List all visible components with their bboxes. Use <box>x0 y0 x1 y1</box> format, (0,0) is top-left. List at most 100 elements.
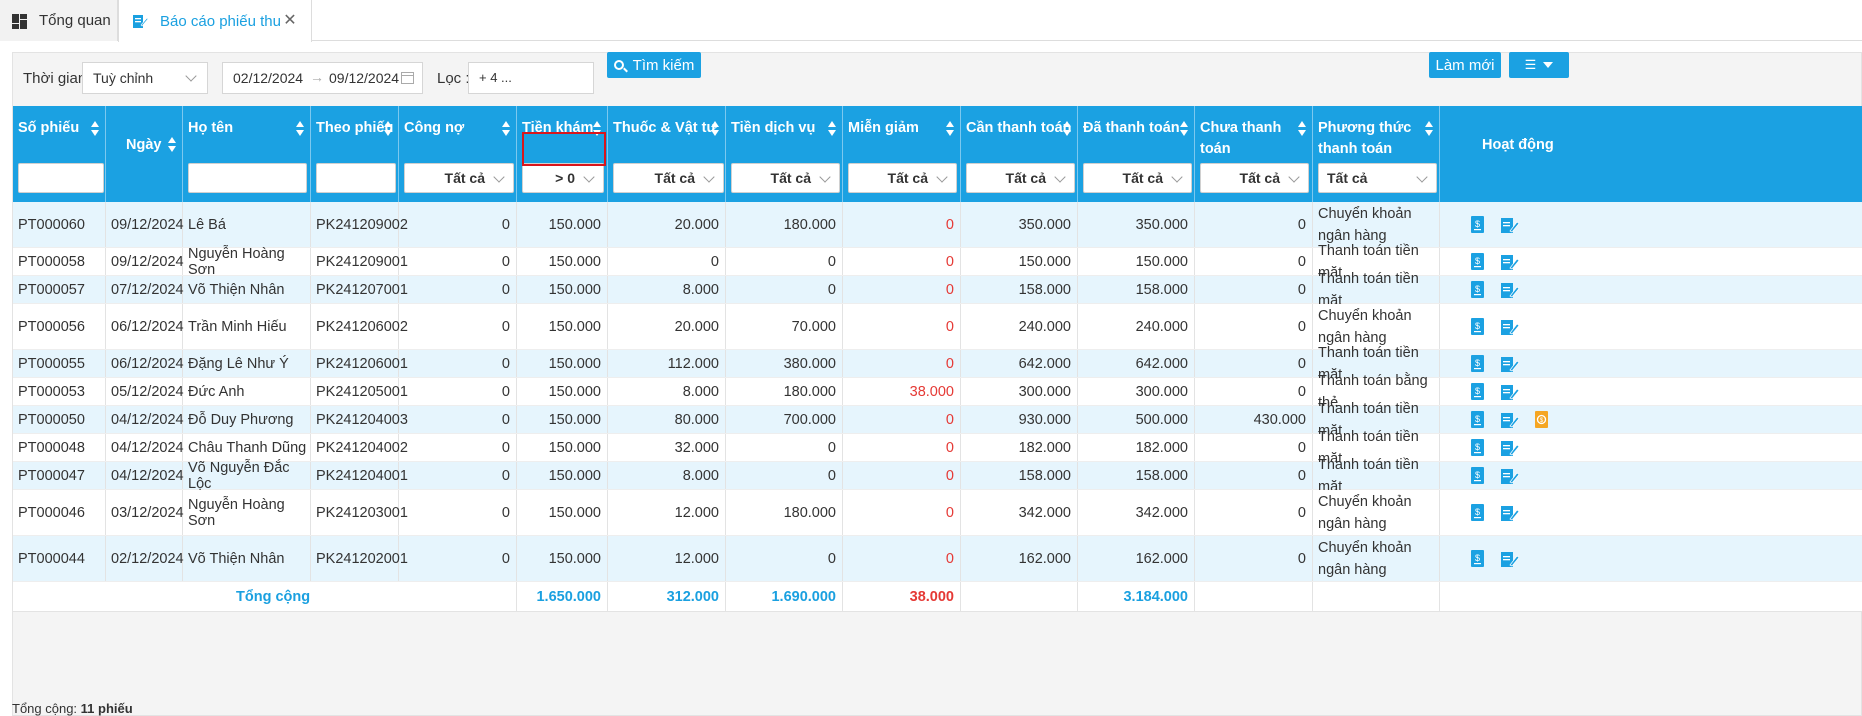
filter-chip[interactable]: + 4 ... <box>479 70 512 85</box>
receipt-icon[interactable]: $ <box>1471 550 1485 568</box>
column-header[interactable]: Họ tên <box>183 106 311 202</box>
column-filter-select[interactable]: Tất cả <box>731 163 840 193</box>
edit-icon[interactable] <box>1501 216 1519 234</box>
total-thuoc: 312.000 <box>666 588 719 605</box>
table-cell: Chuyển khoản ngân hàng <box>1313 304 1440 349</box>
column-header[interactable]: Ngày <box>106 106 183 202</box>
table-row[interactable]: PT000050 04/12/2024 Đỗ Duy Phương PK2412040… <box>13 401 1862 439</box>
filter-tags-input[interactable]: + 4 ... <box>468 62 594 94</box>
table-header: Số phiếu Ngày Họ tên Theo phiếu Công nợ Tất c… <box>13 106 1862 202</box>
receipt-icon[interactable]: $ <box>1471 383 1485 401</box>
edit-icon[interactable] <box>1501 253 1519 271</box>
sort-icon[interactable] <box>91 121 99 137</box>
edit-icon[interactable] <box>1501 281 1519 299</box>
receipt-icon[interactable]: $ <box>1471 439 1485 457</box>
time-mode-select[interactable]: Tuỳ chỉnh <box>82 62 208 94</box>
column-filter-select[interactable]: Tất cả <box>1083 163 1192 193</box>
table-row[interactable]: PT000044 02/12/2024 Võ Thiện Nhân PK2412020… <box>13 536 1862 582</box>
column-filter-select[interactable]: Tất cả <box>1200 163 1309 193</box>
table-cell: 342.000 <box>961 490 1078 535</box>
table-cell: 158.000 <box>961 462 1078 489</box>
table-cell: Châu Thanh Dũng <box>183 434 311 461</box>
column-filter-select[interactable]: > 0 <box>522 163 604 193</box>
table-row[interactable]: PT000048 04/12/2024 Châu Thanh Dũng PK24120… <box>13 429 1862 467</box>
receipt-icon[interactable]: $ <box>1471 253 1485 271</box>
sort-icon[interactable] <box>946 121 954 137</box>
column-header[interactable]: Miễn giảm Tất cả <box>843 106 961 202</box>
close-tab-icon[interactable]: ✕ <box>283 12 297 29</box>
table-row[interactable]: PT000060 09/12/2024 Lê Bá PK241209002 0 150.0… <box>13 202 1862 248</box>
edit-icon[interactable] <box>1501 439 1519 457</box>
table-row[interactable]: PT000055 06/12/2024 Đặng Lê Như Ý PK2412060… <box>13 345 1862 383</box>
receipt-icon[interactable]: $ <box>1471 467 1485 485</box>
sort-icon[interactable] <box>296 121 304 137</box>
column-header[interactable]: Chưa thanh toán Tất cả <box>1195 106 1313 202</box>
date-range-picker[interactable]: 02/12/2024 → 09/12/2024 <box>222 62 423 94</box>
sort-icon[interactable] <box>1298 121 1306 137</box>
edit-icon[interactable] <box>1501 550 1519 568</box>
table-row[interactable]: PT000057 07/12/2024 Võ Thiện Nhân PK2412070… <box>13 271 1862 309</box>
payment-due-icon[interactable]: $ <box>1535 411 1549 429</box>
sort-icon[interactable] <box>1425 121 1433 137</box>
table-cell: 07/12/2024 <box>106 276 184 303</box>
column-header[interactable]: Công nợ Tất cả <box>399 106 517 202</box>
column-filter-input[interactable] <box>18 163 104 193</box>
column-header[interactable]: Cần thanh toán Tất cả <box>961 106 1078 202</box>
column-toggle-button[interactable]: ☰ <box>1509 52 1569 78</box>
column-filter-select[interactable]: Tất cả <box>613 163 724 193</box>
sort-icon[interactable] <box>502 121 510 137</box>
sort-icon[interactable] <box>384 121 392 137</box>
column-header[interactable]: Theo phiếu <box>311 106 399 202</box>
sort-icon[interactable] <box>828 121 836 137</box>
column-label: Ngày <box>126 137 162 153</box>
cell-ngay: 06/12/2024 <box>111 355 184 372</box>
tab-receipt-report[interactable]: Báo cáo phiếu thu ✕ <box>118 0 312 42</box>
sort-icon[interactable] <box>1180 121 1188 137</box>
receipt-icon[interactable]: $ <box>1471 411 1485 429</box>
receipt-icon[interactable]: $ <box>1471 281 1485 299</box>
edit-icon[interactable] <box>1501 411 1519 429</box>
edit-icon[interactable] <box>1501 383 1519 401</box>
table-cell: 80.000 <box>608 406 726 433</box>
receipt-icon[interactable]: $ <box>1471 355 1485 373</box>
column-filter-input[interactable] <box>188 163 307 193</box>
table-row[interactable]: PT000058 09/12/2024 Nguyễn Hoàng Sơn PK2412… <box>13 243 1862 281</box>
column-filter-input[interactable] <box>316 163 396 193</box>
column-header[interactable]: Thuốc & Vật tư Tất cả <box>608 106 726 202</box>
table-cell: 350.000 <box>1078 202 1195 247</box>
cell-phieu: PK241207001 <box>316 281 408 298</box>
column-header[interactable]: Số phiếu <box>13 106 106 202</box>
column-filter-select[interactable]: Tất cả <box>404 163 514 193</box>
column-filter-select[interactable]: Tất cả <box>966 163 1075 193</box>
column-header[interactable]: Tiền dịch vụ Tất cả <box>726 106 843 202</box>
column-header[interactable]: Phương thức thanh toán Tất cả <box>1313 106 1440 202</box>
receipt-icon[interactable]: $ <box>1471 504 1485 522</box>
cell-so: PT000048 <box>18 439 85 456</box>
edit-icon[interactable] <box>1501 467 1519 485</box>
table-cell: PK241204001 <box>311 462 408 489</box>
cell-kham: 150.000 <box>548 383 601 400</box>
column-header[interactable]: Đã thanh toán Tất cả <box>1078 106 1195 202</box>
table-row[interactable]: PT000056 06/12/2024 Trần Minh Hiếu PK241206… <box>13 304 1862 350</box>
edit-icon[interactable] <box>1501 355 1519 373</box>
column-filter-select[interactable]: Tất cả <box>1318 163 1437 193</box>
edit-icon[interactable] <box>1501 318 1519 336</box>
table-row[interactable]: PT000046 03/12/2024 Nguyễn Hoàng Sơn PK2412… <box>13 490 1862 536</box>
cell-can: 158.000 <box>1018 467 1071 484</box>
column-filter-select[interactable]: Tất cả <box>848 163 957 193</box>
refresh-button[interactable]: Làm mới <box>1429 52 1501 78</box>
receipt-icon[interactable]: $ <box>1471 216 1485 234</box>
svg-text:$: $ <box>1540 418 1544 424</box>
receipt-icon[interactable]: $ <box>1471 318 1485 336</box>
edit-icon[interactable] <box>1501 504 1519 522</box>
cell-phieu: PK241206002 <box>316 318 408 335</box>
search-button[interactable]: Tìm kiếm <box>607 52 701 78</box>
column-header[interactable]: Hoạt động <box>1440 106 1862 202</box>
tab-overview[interactable]: Tổng quan <box>0 0 118 41</box>
sort-icon[interactable] <box>1063 121 1071 137</box>
table-row[interactable]: PT000047 04/12/2024 Võ Nguyễn Đắc Lộc PK241… <box>13 457 1862 495</box>
table-row[interactable]: PT000053 05/12/2024 Đức Anh PK241205001 0 150… <box>13 373 1862 411</box>
cell-da: 158.000 <box>1135 467 1188 484</box>
sort-icon[interactable] <box>711 121 719 137</box>
sort-icon[interactable] <box>168 137 176 153</box>
